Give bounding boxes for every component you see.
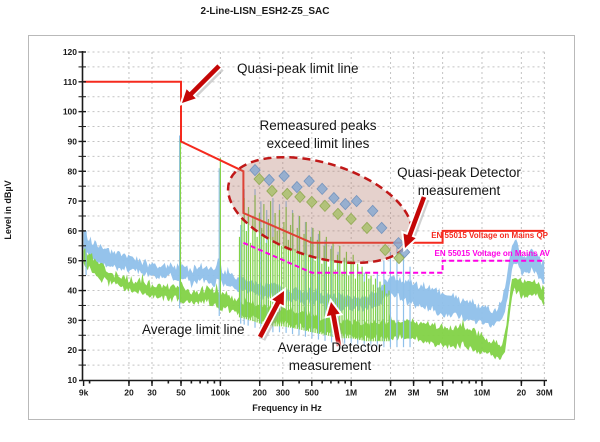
x-tick-label: 2M — [385, 388, 397, 398]
x-tick-label: 200 — [253, 388, 267, 398]
x-tick-label: 20 — [517, 388, 527, 398]
av-remeasured-markers — [253, 172, 405, 265]
annotation-remeasured-line1: Remeasured peaks — [259, 118, 377, 133]
x-tick-label: 500 — [305, 388, 319, 398]
x-axis-title: Frequency in Hz — [252, 403, 322, 413]
annotation-qp-detector-line2: measurement — [417, 183, 501, 198]
y-tick-label: 80 — [68, 166, 78, 176]
y-tick-label: 60 — [68, 226, 78, 236]
y-tick-label: 50 — [68, 256, 78, 266]
x-tick-label: 30 — [147, 388, 157, 398]
callout-arrows — [178, 63, 430, 350]
legend-en55015-qp-label: EN 55015 Voltage on Mains QP — [431, 231, 548, 240]
annotation-av-limit-line: Average limit line — [142, 322, 245, 337]
chart-title: 2-Line-LISN_ESH2-Z5_SAC — [200, 6, 330, 17]
y-tick-label: 30 — [68, 315, 78, 325]
annotation-qp-detector-line1: Quasi-peak Detector — [397, 165, 521, 180]
annotation-av-detector: Average Detector measurement — [250, 339, 410, 375]
x-tick-label: 3M — [408, 388, 420, 398]
x-tick-label: 5M — [437, 388, 449, 398]
x-tick-label: 100k — [211, 388, 230, 398]
y-tick-label: 90 — [68, 136, 78, 146]
legend-en55015-av-label: EN 55015 Voltage on Mains AV — [434, 249, 550, 258]
annotation-av-detector-line2: measurement — [288, 358, 372, 373]
x-tick-label: 50 — [176, 388, 186, 398]
annotation-remeasured-line2: exceed limit lines — [266, 136, 370, 151]
annotation-remeasured-peaks: Remeasured peaks exceed limit lines — [232, 117, 404, 153]
y-tick-label: 20 — [68, 345, 78, 355]
chart-border-frame — [28, 35, 575, 420]
x-tick-label: 300 — [276, 388, 290, 398]
annotation-qp-limit-line: Quasi-peak limit line — [237, 61, 359, 76]
x-tick-label: 30M — [536, 388, 553, 398]
y-tick-label: 120 — [63, 47, 77, 57]
x-tick-label: 1M — [345, 388, 357, 398]
x-tick-label: 9k — [79, 388, 89, 398]
y-tick-label: 70 — [68, 196, 78, 206]
annotation-av-detector-line1: Average Detector — [277, 340, 383, 355]
axes — [78, 51, 547, 386]
x-tick-label: 10M — [474, 388, 491, 398]
annotation-qp-detector: Quasi-peak Detector measurement — [373, 164, 545, 200]
y-tick-label: 110 — [63, 77, 77, 87]
x-tick-label: 20 — [124, 388, 134, 398]
y-tick-label: 100 — [63, 107, 77, 117]
qp-remeasured-markers — [249, 163, 411, 259]
y-tick-label: 10 — [68, 375, 78, 385]
plot-area — [83, 80, 545, 360]
y-tick-label: 40 — [68, 286, 78, 296]
